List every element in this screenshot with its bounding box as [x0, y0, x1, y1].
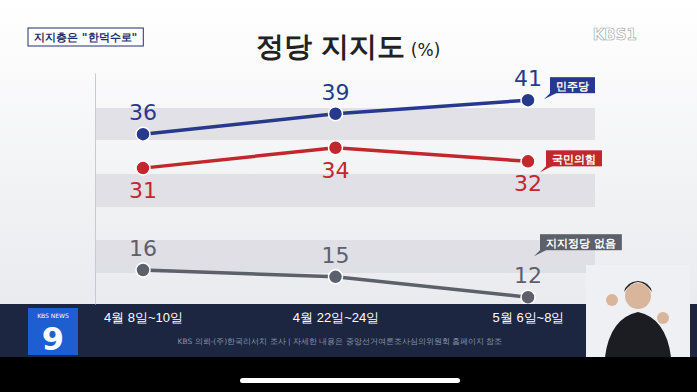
x-tick: 5월 6일~8일: [493, 308, 565, 325]
series-point: [136, 263, 150, 277]
data-label: 12: [514, 263, 542, 288]
series-point: [329, 107, 343, 121]
inset-hand: [606, 294, 618, 306]
chart-svg: 지지층은 "한덕수로" KBS1 정당 지지도 (%) 4월 8일~10일 4월 22일…: [0, 0, 697, 392]
x-tick-label: 4월 22일~24일: [293, 310, 379, 325]
data-label: 41: [514, 66, 542, 91]
labels: 36 39 41 민주당 31 34 32 국민의힘 16 15 12지지정당 없음: [129, 66, 622, 288]
series-name: 지지정당 없음: [545, 237, 616, 250]
y-axis: [95, 74, 96, 305]
inset-hair: [624, 281, 652, 292]
series-name-box: 지지정당 없음: [534, 234, 622, 256]
x-tick-label: 5월 6일~8일: [493, 310, 565, 325]
inset-body: [605, 312, 671, 357]
channel-logo: KBS1: [593, 26, 637, 44]
data-label: 31: [129, 178, 157, 203]
series-point: [521, 290, 535, 304]
series-line: [143, 270, 528, 297]
tag-bg: [28, 28, 143, 46]
plot-area: [136, 93, 535, 304]
y-axis-line: [95, 74, 96, 305]
series-point: [136, 127, 150, 141]
x-tick: 4월 8일~10일: [104, 308, 183, 325]
data-label: 36: [129, 100, 157, 125]
series-name-bg: [550, 77, 595, 93]
news-logo: KBS NEWS9: [28, 308, 78, 358]
series-name: 민주당: [556, 80, 589, 93]
news-brand: KBS NEWS: [37, 312, 69, 319]
data-label: 15: [322, 243, 350, 268]
data-label: 34: [322, 158, 350, 183]
tag-text: 지지층은 "한덕수로": [33, 31, 137, 44]
x-tick-label: 4월 8일~10일: [104, 310, 183, 325]
series-name-bg: [546, 150, 602, 166]
x-tick: 4월 22일~24일: [293, 308, 379, 325]
background: [0, 0, 697, 392]
data-label: 32: [514, 171, 542, 196]
tag-box: 지지층은 "한덕수로": [28, 28, 143, 46]
series-name-box: 민주당: [544, 77, 595, 99]
data-label: 39: [322, 80, 350, 105]
series-point: [521, 93, 535, 107]
inset-head: [625, 283, 651, 309]
inset-bg: [586, 265, 690, 357]
phone-bar: [0, 357, 697, 392]
source-note: KBS 의뢰-(주)한국리서치 조사 | 자세한 내용은 중앙선거여론조사심의위…: [178, 337, 503, 346]
interpreter-inset: [586, 265, 690, 357]
news-number: 9: [42, 320, 64, 358]
data-label: 16: [129, 236, 157, 261]
x-axis: 4월 8일~10일 4월 22일~24일 5월 6일~8일: [104, 308, 565, 325]
series-name-box: 국민의힘: [540, 150, 602, 172]
chart-title: 정당 지지도 (%): [256, 30, 441, 63]
series-point: [329, 270, 343, 284]
series-line: [143, 100, 528, 134]
home-indicator: [240, 378, 460, 383]
series-point: [521, 154, 535, 168]
series-point: [329, 141, 343, 155]
series-name: 국민의힘: [552, 153, 596, 166]
series-point: [136, 161, 150, 175]
inset-hand: [657, 312, 669, 324]
series-name-bg: [540, 234, 622, 250]
